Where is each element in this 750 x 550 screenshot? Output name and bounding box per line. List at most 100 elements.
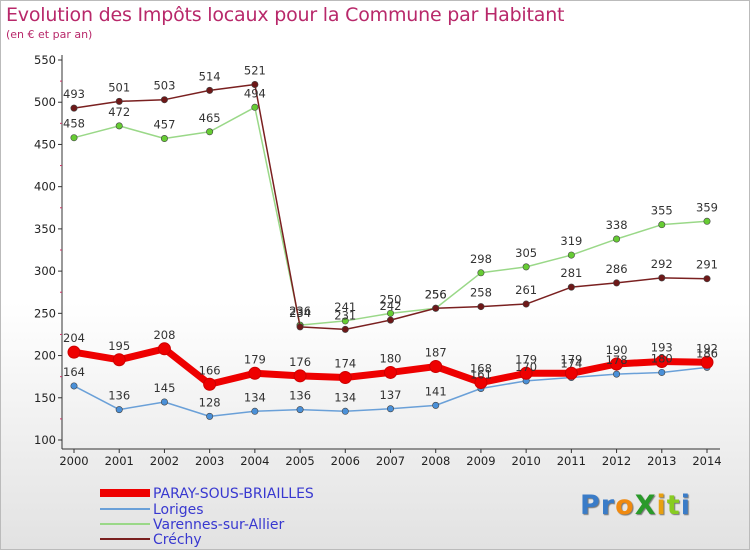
data-label: 234 [289,306,311,320]
data-label: 258 [470,286,492,300]
data-label: 174 [334,357,356,371]
logo-letter: i [680,490,691,521]
data-label: 141 [425,384,447,398]
data-point [115,406,123,414]
data-label: 190 [606,343,628,357]
data-label: 241 [334,300,356,314]
data-point [613,370,621,378]
data-point [610,357,624,371]
data-point [432,304,440,312]
x-tick-label: 2012 [602,454,631,468]
data-label: 305 [515,246,537,260]
data-point [341,317,349,325]
data-label: 338 [606,218,628,232]
logo-letter: o [615,490,635,521]
data-label: 250 [380,292,402,306]
data-point [658,368,666,376]
series-layer [67,80,714,420]
data-label: 166 [199,363,221,377]
legend-label: Varennes-sur-Allier [153,517,284,533]
data-point [206,128,214,136]
y-tick-label: 400 [34,180,56,194]
data-label: 465 [199,111,221,125]
data-label: 179 [515,352,537,366]
axes: 100 150 200 250 300 350 400 450 500 550 2000 2001 20… [34,53,722,468]
data-point [386,309,394,317]
chart-subtitle: (en € et par an) [6,28,93,41]
data-point [115,97,123,105]
data-label: 514 [199,69,221,83]
x-tick-label: 2003 [195,454,224,468]
data-point [477,303,485,311]
data-label: 286 [606,262,628,276]
data-label: 164 [63,365,85,379]
proxiti-logo: ProXiti [580,490,691,521]
logo-letter: i [656,490,667,521]
data-point [386,316,394,324]
data-point [432,401,440,409]
data-point [160,135,168,143]
legend-label: Loriges [153,502,204,518]
data-point [157,342,171,356]
x-tick-label: 2005 [285,454,314,468]
data-point [296,406,304,414]
y-tick-label: 100 [34,433,56,447]
x-tick-label: 2002 [150,454,179,468]
data-point [703,217,711,225]
data-label: 137 [380,388,402,402]
data-point [429,360,443,374]
data-label: 192 [696,341,718,355]
data-point [477,269,485,277]
logo-letter: X [634,490,657,521]
x-tick-label: 2009 [466,454,495,468]
y-tick-label: 150 [34,391,56,405]
x-tick-label: 2010 [512,454,541,468]
chart-title: Evolution des Impôts locaux pour la Comm… [6,4,565,26]
data-point [386,405,394,413]
data-point [474,376,488,390]
logo-letter: P [580,490,601,521]
data-point [700,355,714,369]
data-label: 291 [696,258,718,272]
data-point [658,274,666,282]
data-label: 161 [470,367,492,381]
data-label: 242 [380,299,402,313]
data-label: 472 [108,105,130,119]
logo-letter: t [666,490,681,521]
data-label: 458 [63,117,85,131]
data-label: 187 [425,346,447,360]
data-label: 521 [244,63,266,77]
y-tick-label: 300 [34,264,56,278]
data-point [296,323,304,331]
data-label: 256 [425,287,447,301]
data-label: 186 [696,346,718,360]
data-point [251,80,259,88]
data-point [206,412,214,420]
y-tick-label: 350 [34,222,56,236]
legend: PARAY-SOUS-BRIAILLESLorigesVarennes-sur-… [100,486,314,548]
y-tick-label: 200 [34,349,56,363]
data-label: 494 [244,86,266,100]
data-point [112,353,126,367]
data-label: 180 [380,351,402,365]
y-tick-label: 500 [34,95,56,109]
data-point [70,134,78,142]
y-tick-label: 250 [34,306,56,320]
x-tick-label: 2011 [557,454,586,468]
data-label: 134 [244,390,266,404]
data-label: 256 [425,287,447,301]
data-point [203,377,217,391]
data-point [703,275,711,283]
data-point [567,283,575,291]
data-point [384,365,397,379]
data-label: 179 [560,352,582,366]
data-point [115,122,123,130]
legend-label: Créchy [153,532,202,548]
x-tick-label: 2004 [240,454,269,468]
data-label: 204 [63,331,85,345]
data-point [658,221,666,229]
data-point [613,235,621,243]
data-point [567,251,575,259]
data-label: 236 [289,304,311,318]
data-label: 170 [515,360,537,374]
